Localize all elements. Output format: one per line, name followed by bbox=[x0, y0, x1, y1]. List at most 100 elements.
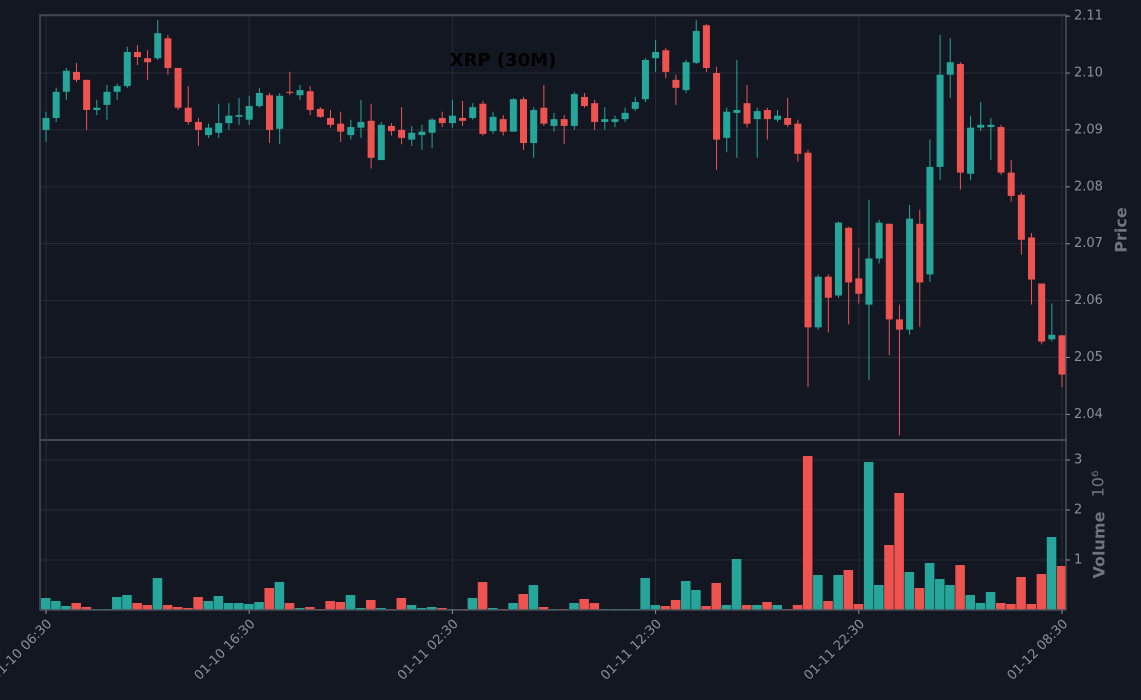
chart-title: XRP (30M) bbox=[450, 50, 557, 71]
candle-body bbox=[337, 123, 345, 132]
candle-body bbox=[418, 131, 426, 136]
volume-bar bbox=[244, 604, 254, 610]
candle-body bbox=[875, 222, 883, 259]
candle-body bbox=[387, 125, 395, 132]
volume-bar bbox=[142, 605, 153, 610]
candle-body bbox=[946, 62, 954, 75]
volume-tick-label: 3 bbox=[1074, 453, 1082, 468]
volume-bar bbox=[660, 606, 671, 610]
candle-body bbox=[215, 123, 223, 133]
candle-body bbox=[987, 124, 995, 128]
volume-bar bbox=[935, 579, 945, 610]
candle-body bbox=[916, 223, 924, 283]
candle-body bbox=[956, 63, 964, 173]
volume-bar bbox=[772, 605, 782, 610]
y-tick-label: 2.08 bbox=[1074, 179, 1103, 194]
candle-body bbox=[540, 107, 548, 124]
candle-body bbox=[1028, 237, 1036, 280]
candle-body bbox=[580, 96, 588, 107]
volume-bar bbox=[802, 456, 813, 610]
volume-bar bbox=[437, 608, 447, 610]
candle-body bbox=[164, 38, 172, 68]
volume-bar bbox=[122, 595, 132, 610]
candle-body bbox=[550, 119, 558, 126]
volume-bar bbox=[955, 565, 965, 610]
volume-bar bbox=[325, 601, 335, 610]
candle-body bbox=[42, 117, 50, 130]
candle-body bbox=[804, 152, 812, 328]
volume-bar bbox=[61, 606, 71, 610]
candle-body bbox=[469, 107, 477, 118]
volume-bar bbox=[284, 603, 295, 610]
candle-body bbox=[753, 111, 761, 120]
candle-body bbox=[255, 92, 263, 107]
candle-body bbox=[276, 95, 284, 129]
volume-bar bbox=[1006, 604, 1016, 610]
volume-bar bbox=[823, 601, 833, 610]
candle-body bbox=[601, 119, 609, 122]
volume-axis-label: Volume bbox=[1090, 511, 1109, 578]
volume-bar bbox=[223, 603, 234, 610]
candle-body bbox=[83, 79, 91, 111]
y-tick-label: 2.07 bbox=[1074, 236, 1103, 251]
volume-bar bbox=[508, 603, 518, 610]
volume-offset: 10⁶ bbox=[1089, 471, 1108, 498]
volume-bar bbox=[427, 607, 437, 610]
candle-body bbox=[144, 58, 152, 63]
candle-body bbox=[194, 121, 202, 130]
volume-bar bbox=[538, 607, 549, 610]
volume-bar bbox=[112, 597, 122, 610]
candle-body bbox=[235, 115, 243, 117]
candle-body bbox=[448, 115, 456, 124]
volume-bar bbox=[813, 575, 823, 610]
volume-bar bbox=[914, 588, 925, 610]
volume-bar bbox=[843, 570, 854, 610]
volume-bar bbox=[945, 585, 955, 610]
candle-body bbox=[885, 223, 893, 320]
candle-body bbox=[967, 127, 975, 174]
volume-bar bbox=[874, 585, 884, 610]
volume-bar bbox=[40, 598, 51, 610]
volume-bar bbox=[650, 605, 661, 610]
candle-body bbox=[824, 276, 832, 298]
candle-body bbox=[570, 94, 578, 126]
candle-body bbox=[865, 258, 873, 305]
volume-bar bbox=[416, 608, 427, 610]
y-tick-label: 2.10 bbox=[1074, 66, 1103, 81]
volume-bar bbox=[335, 602, 346, 610]
volume-bar bbox=[995, 603, 1006, 610]
volume-bar bbox=[355, 608, 366, 610]
candle-body bbox=[499, 119, 507, 132]
volume-bar bbox=[752, 605, 762, 610]
volume-bar bbox=[132, 603, 142, 610]
candle-body bbox=[459, 117, 467, 121]
volume-bar bbox=[81, 607, 92, 610]
candle-body bbox=[225, 115, 233, 124]
candle-body bbox=[398, 129, 406, 138]
volume-bar bbox=[985, 592, 996, 610]
volume-bar bbox=[487, 608, 498, 610]
volume-bar bbox=[833, 575, 843, 610]
candle-body bbox=[1048, 334, 1056, 340]
volume-bar bbox=[975, 603, 986, 610]
candle-body bbox=[591, 103, 599, 122]
candle-body bbox=[286, 91, 294, 93]
candle-body bbox=[662, 50, 670, 72]
candle-body bbox=[428, 119, 436, 133]
candle-body bbox=[174, 67, 182, 108]
candle-body bbox=[652, 51, 660, 59]
candle-body bbox=[103, 91, 111, 105]
y-tick-label: 2.09 bbox=[1074, 122, 1103, 137]
volume-bar bbox=[1046, 537, 1057, 610]
candle-body bbox=[560, 119, 568, 126]
y-tick-label: 2.04 bbox=[1074, 407, 1103, 422]
volume-bar bbox=[589, 603, 600, 610]
candle-body bbox=[245, 106, 253, 120]
volume-tick-label: 2 bbox=[1074, 503, 1082, 518]
volume-bar bbox=[681, 581, 691, 610]
candle-body bbox=[520, 99, 528, 144]
volume-bar bbox=[965, 595, 976, 610]
candle-body bbox=[93, 107, 101, 111]
marks bbox=[40, 20, 1067, 610]
